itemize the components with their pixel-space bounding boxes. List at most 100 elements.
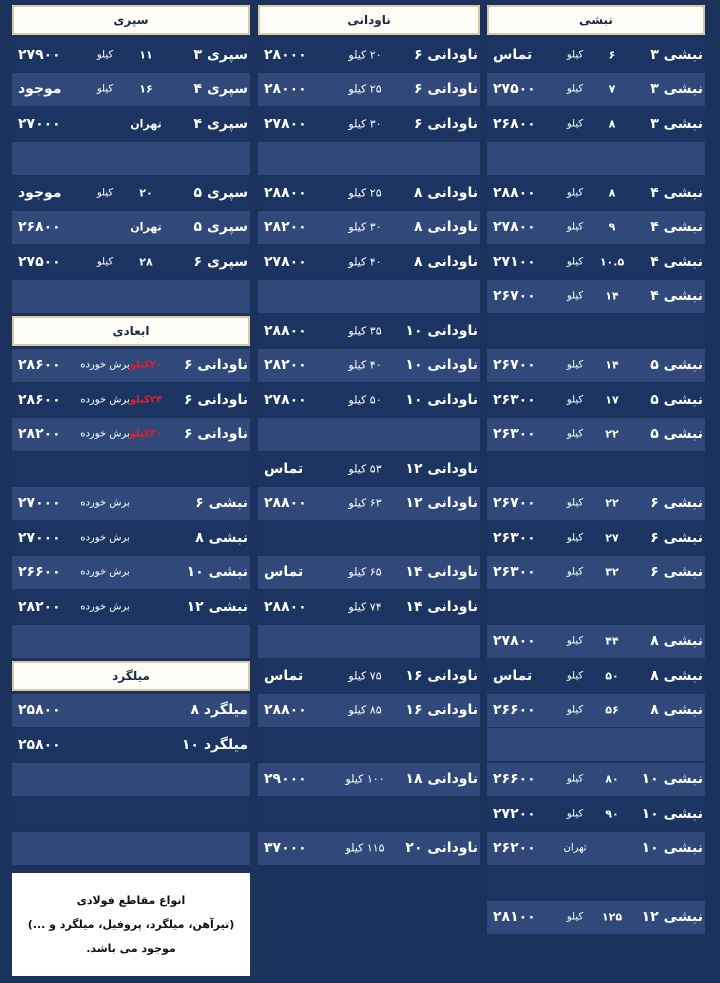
price-row: نبشی ۴ ۸ کیلو ۲۸۸۰۰	[487, 176, 705, 209]
product-name: نبشی ۸	[650, 702, 703, 718]
price-value: ۲۸۱۰۰	[493, 909, 536, 925]
price-row: سپری ۳ ۱۱ کیلو ۲۷۹۰۰	[12, 38, 250, 71]
empty-row	[487, 141, 705, 175]
unit-label: کیلو	[566, 49, 584, 60]
product-name: ناودانی ۶	[413, 81, 478, 97]
note-line: موجود می باشد.	[86, 941, 176, 955]
unit-label: تهران	[563, 842, 587, 854]
unit-label: ۱۱۵ کیلو	[345, 841, 385, 855]
unit-label: ۴۰ کیلو	[348, 358, 382, 372]
product-name: نبشی ۴	[650, 253, 703, 270]
price-value: تماس	[264, 460, 304, 477]
price-row: میلگرد ۱۰ ۲۵۸۰۰	[12, 728, 250, 761]
product-name: نبشی ۳	[650, 81, 703, 97]
weight-tag: ۳۰کیلو	[129, 428, 163, 440]
empty-row	[487, 314, 705, 347]
unit-label: ۶۵ کیلو	[348, 565, 382, 579]
column-nabshi: نبشی نبشی ۳ ۶ کیلو تماس نبشی ۳ ۷ کیلو ۲۷۵۰۰ نبشی …	[487, 0, 705, 983]
price-value: ۲۸۸۰۰	[264, 322, 307, 339]
price-value: ۲۸۸۰۰	[264, 495, 307, 511]
product-name: نبشی ۵	[650, 357, 703, 373]
price-value: ۲۹۰۰۰	[264, 771, 307, 787]
product-name: نبشی ۱۲	[641, 909, 703, 925]
empty-row	[258, 521, 480, 554]
price-row: نبشی ۱۲ برش خورده ۲۸۲۰۰	[12, 590, 250, 623]
unit-label: برش خورده	[80, 394, 130, 405]
unit-label: کیلو	[566, 670, 584, 681]
price-value: ۲۷۰۰۰	[18, 115, 61, 132]
price-row: میلگرد ۸ ۲۵۸۰۰	[12, 693, 250, 727]
price-row: ناودانی ۱۶ ۷۵ کیلو تماس	[258, 659, 480, 692]
price-row: ناودانی ۱۲ ۵۳ کیلو تماس	[258, 452, 480, 485]
price-row: ناودانی ۱۴ ۷۴ کیلو ۲۸۸۰۰	[258, 590, 480, 623]
price-value: ۲۸۶۰۰	[18, 357, 61, 373]
product-name: ناودانی ۱۰	[405, 322, 478, 339]
weight-value: ۸	[608, 186, 616, 199]
price-row: ناودانی ۱۶ ۸۵ کیلو ۲۸۸۰۰	[258, 693, 480, 727]
weight-value: ۲۷	[605, 531, 619, 544]
unit-label: کیلو	[566, 566, 584, 578]
product-name: سپری ۵	[193, 184, 248, 201]
weight-tag: ۲۰کیلو	[129, 359, 163, 371]
price-value: ۲۶۳۰۰	[493, 564, 536, 580]
product-name: ناودانی ۱۶	[405, 702, 478, 718]
unit-label: کیلو	[566, 635, 584, 647]
unit-label: کیلو	[96, 49, 114, 60]
section-header: ناودانی	[258, 5, 480, 35]
note-line: (تیرآهن، میلگرد، پروفیل، میلگرد و ...)	[27, 917, 235, 931]
price-row: نبشی ۸ برش خورده ۲۷۰۰۰	[12, 521, 250, 554]
product-name: نبشی ۶	[650, 495, 703, 511]
unit-label: برش خورده	[80, 359, 130, 371]
product-name: ناودانی ۱۲	[405, 460, 478, 477]
empty-row	[12, 452, 250, 485]
product-name: نبشی ۴	[650, 288, 703, 304]
price-row: نبشی ۴ ۱۰.۵ کیلو ۲۷۱۰۰	[487, 245, 705, 278]
unit-label: کیلو	[566, 773, 584, 785]
price-value: ۲۸۰۰۰	[264, 46, 307, 63]
price-value: ۲۶۳۰۰	[493, 426, 536, 442]
weight-value: ۲۰	[139, 186, 153, 199]
price-value: ۲۵۸۰۰	[18, 702, 61, 718]
price-row: ناودانی ۱۸ ۱۰۰ کیلو ۲۹۰۰۰	[258, 762, 480, 796]
product-name: نبشی ۵	[650, 426, 703, 442]
price-row: نبشی ۵ ۲۲ کیلو ۲۶۳۰۰	[487, 417, 705, 451]
price-value: ۲۸۲۰۰	[264, 357, 307, 373]
weight-value: ۶	[608, 48, 616, 61]
empty-row	[487, 590, 705, 623]
section-header: میلگرد	[12, 661, 250, 691]
price-row: نبشی ۱۰ برش خورده ۲۶۶۰۰	[12, 555, 250, 589]
product-name: ناودانی ۶	[183, 357, 248, 373]
price-value: ۲۷۸۰۰	[264, 115, 307, 132]
price-value: ۲۷۰۰۰	[18, 495, 61, 511]
product-name: نبشی ۳	[650, 115, 703, 132]
empty-row	[487, 452, 705, 485]
weight-value: ۹۰	[605, 807, 619, 820]
product-name: سپری ۴	[193, 81, 248, 97]
product-name: نبشی ۴	[650, 184, 703, 201]
empty-row	[487, 866, 705, 899]
empty-row	[258, 279, 480, 313]
price-row: نبشی ۶ برش خورده ۲۷۰۰۰	[12, 486, 250, 520]
weight-value: ۱۰.۵	[599, 255, 625, 268]
price-row: ناودانی ۱۴ ۶۵ کیلو تماس	[258, 555, 480, 589]
product-name: ناودانی ۱۰	[405, 357, 478, 373]
unit-label: ۷۵ کیلو	[348, 669, 382, 682]
weight-value: ۲۲	[605, 496, 619, 510]
price-row: نبشی ۶ ۲۷ کیلو ۲۶۳۰۰	[487, 521, 705, 554]
product-name: نبشی ۸	[195, 529, 248, 546]
price-value: ۲۶۳۰۰	[493, 391, 536, 408]
weight-value: ۸	[608, 117, 616, 130]
unit-label: کیلو	[566, 83, 584, 95]
weight-value: تهران	[130, 117, 162, 130]
weight-value: ۱۶	[139, 82, 153, 96]
product-name: نبشی ۶	[650, 529, 703, 546]
price-value: ۲۶۷۰۰	[493, 288, 536, 304]
weight-value: ۳۲	[605, 565, 619, 579]
price-row: ناودانی ۸ ۲۵ کیلو ۲۸۸۰۰	[258, 176, 480, 209]
product-name: نبشی ۵	[650, 391, 703, 408]
weight-value: ۱۴	[605, 289, 619, 303]
unit-label: کیلو	[566, 704, 584, 716]
price-value: ۲۶۶۰۰	[493, 771, 536, 787]
price-row: ناودانی ۱۲ ۶۳ کیلو ۲۸۸۰۰	[258, 486, 480, 520]
empty-row	[258, 417, 480, 451]
